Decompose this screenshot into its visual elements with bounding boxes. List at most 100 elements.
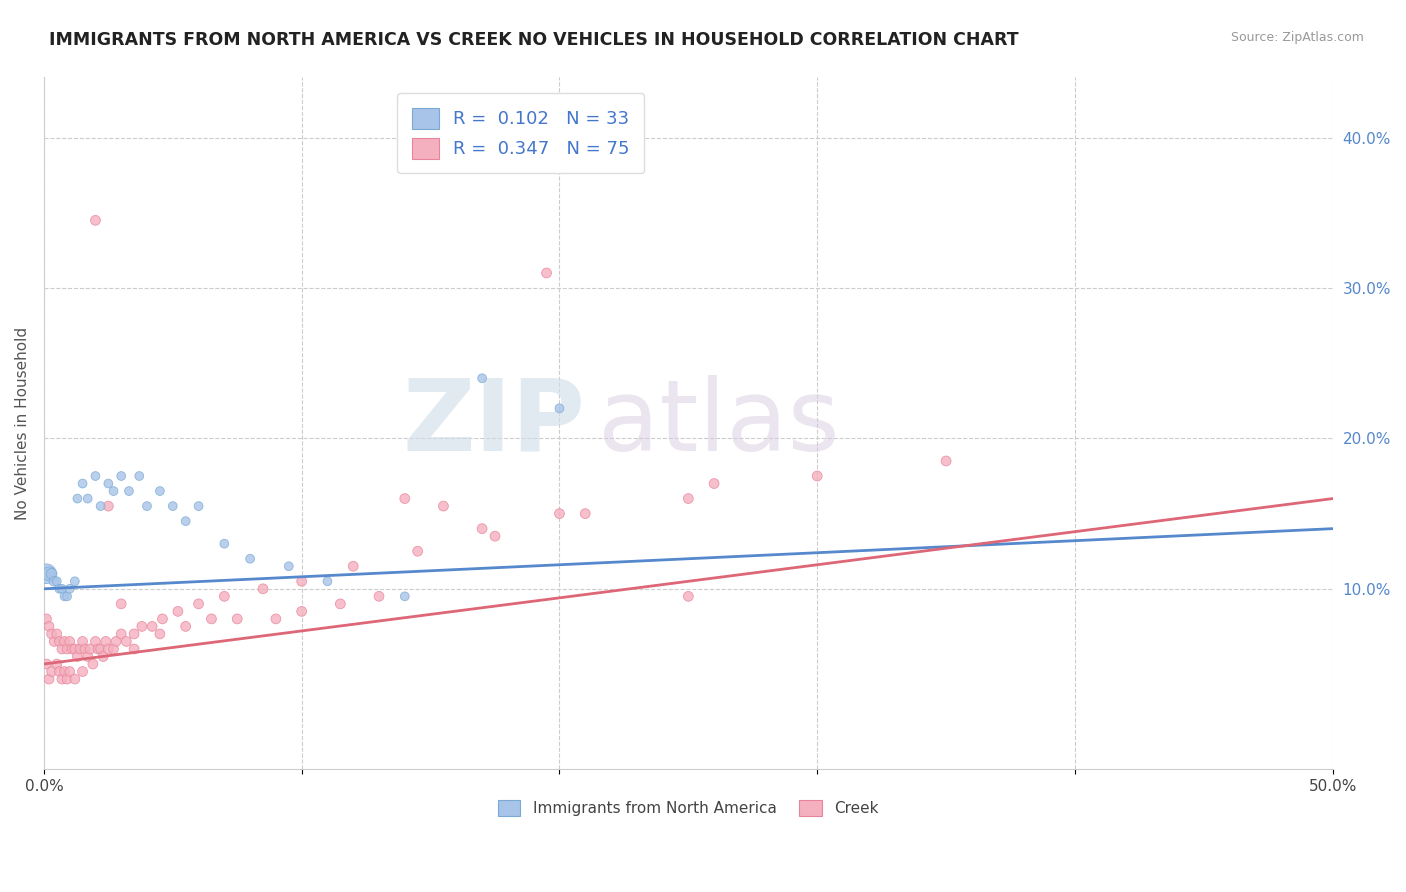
Point bbox=[60, 642, 83, 657]
Point bbox=[84, 634, 107, 648]
Point bbox=[118, 484, 141, 499]
Point bbox=[35, 566, 58, 581]
Point bbox=[484, 529, 506, 543]
Point bbox=[149, 484, 172, 499]
Point bbox=[110, 469, 132, 483]
Point bbox=[56, 672, 79, 686]
Point bbox=[66, 649, 89, 664]
Point bbox=[342, 559, 364, 574]
Point bbox=[115, 634, 138, 648]
Point bbox=[91, 649, 114, 664]
Point bbox=[110, 627, 132, 641]
Point bbox=[368, 590, 391, 604]
Point bbox=[97, 642, 120, 657]
Point bbox=[174, 514, 197, 528]
Point bbox=[291, 604, 314, 618]
Point bbox=[87, 642, 110, 657]
Point bbox=[226, 612, 249, 626]
Point bbox=[128, 469, 150, 483]
Point bbox=[35, 657, 58, 671]
Point bbox=[84, 213, 107, 227]
Point bbox=[471, 371, 494, 385]
Point bbox=[394, 491, 416, 506]
Point bbox=[264, 612, 287, 626]
Point bbox=[200, 612, 222, 626]
Point bbox=[59, 582, 82, 596]
Point bbox=[103, 642, 125, 657]
Point bbox=[103, 484, 125, 499]
Point bbox=[97, 499, 120, 513]
Point bbox=[97, 476, 120, 491]
Point bbox=[149, 627, 172, 641]
Point bbox=[187, 597, 209, 611]
Point bbox=[41, 566, 63, 581]
Text: IMMIGRANTS FROM NORTH AMERICA VS CREEK NO VEHICLES IN HOUSEHOLD CORRELATION CHAR: IMMIGRANTS FROM NORTH AMERICA VS CREEK N… bbox=[49, 31, 1019, 49]
Text: atlas: atlas bbox=[598, 375, 839, 472]
Point bbox=[48, 634, 70, 648]
Point bbox=[66, 491, 89, 506]
Point bbox=[329, 597, 352, 611]
Point bbox=[935, 454, 957, 468]
Point bbox=[136, 499, 159, 513]
Point bbox=[316, 574, 339, 589]
Point bbox=[394, 590, 416, 604]
Point bbox=[214, 537, 236, 551]
Point bbox=[38, 672, 60, 686]
Point bbox=[44, 574, 66, 589]
Point bbox=[291, 574, 314, 589]
Point bbox=[45, 657, 67, 671]
Point bbox=[131, 619, 153, 633]
Point bbox=[806, 469, 828, 483]
Point bbox=[187, 499, 209, 513]
Legend: Immigrants from North America, Creek: Immigrants from North America, Creek bbox=[489, 793, 887, 824]
Point bbox=[45, 574, 67, 589]
Point bbox=[82, 657, 104, 671]
Point bbox=[41, 665, 63, 679]
Point bbox=[122, 627, 145, 641]
Point bbox=[69, 642, 91, 657]
Point bbox=[141, 619, 163, 633]
Point bbox=[76, 491, 98, 506]
Point bbox=[53, 665, 76, 679]
Point bbox=[51, 582, 73, 596]
Point bbox=[48, 582, 70, 596]
Point bbox=[63, 642, 86, 657]
Point bbox=[72, 634, 94, 648]
Point bbox=[56, 590, 79, 604]
Point bbox=[214, 590, 236, 604]
Point bbox=[678, 491, 700, 506]
Point bbox=[678, 590, 700, 604]
Point bbox=[38, 619, 60, 633]
Point bbox=[53, 590, 76, 604]
Point bbox=[63, 574, 86, 589]
Point bbox=[76, 649, 98, 664]
Point bbox=[38, 566, 60, 581]
Point bbox=[72, 665, 94, 679]
Text: Source: ZipAtlas.com: Source: ZipAtlas.com bbox=[1230, 31, 1364, 45]
Point bbox=[239, 551, 262, 566]
Point bbox=[48, 665, 70, 679]
Point bbox=[105, 634, 128, 648]
Point bbox=[167, 604, 190, 618]
Point bbox=[162, 499, 184, 513]
Point bbox=[79, 642, 101, 657]
Point bbox=[122, 642, 145, 657]
Point bbox=[84, 469, 107, 483]
Point bbox=[548, 507, 571, 521]
Point bbox=[94, 634, 117, 648]
Point bbox=[51, 642, 73, 657]
Point bbox=[56, 642, 79, 657]
Point bbox=[44, 634, 66, 648]
Point bbox=[277, 559, 299, 574]
Point bbox=[53, 634, 76, 648]
Point bbox=[45, 627, 67, 641]
Point bbox=[35, 612, 58, 626]
Point bbox=[51, 672, 73, 686]
Point bbox=[90, 499, 112, 513]
Text: ZIP: ZIP bbox=[402, 375, 585, 472]
Y-axis label: No Vehicles in Household: No Vehicles in Household bbox=[15, 326, 30, 520]
Point bbox=[703, 476, 725, 491]
Point bbox=[110, 597, 132, 611]
Point bbox=[59, 634, 82, 648]
Point bbox=[536, 266, 558, 280]
